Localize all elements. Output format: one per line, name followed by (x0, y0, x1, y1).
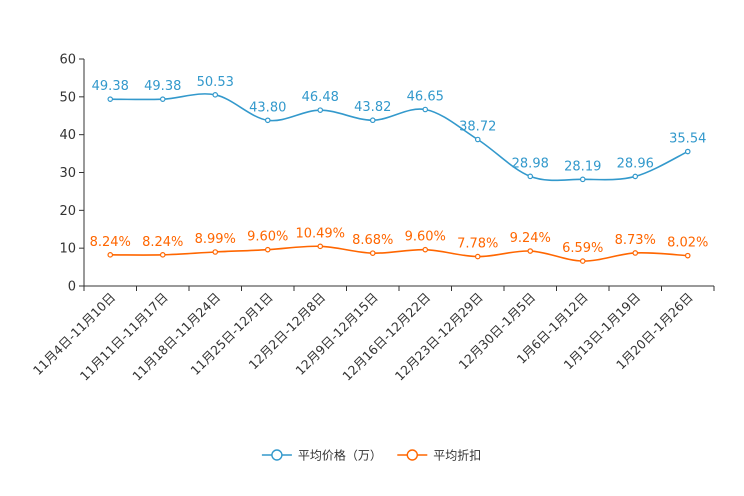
legend-item-2[interactable]: 平均折扣 (397, 448, 481, 463)
legend-label: 平均价格（万） (298, 448, 382, 463)
data-point[interactable] (159, 252, 166, 258)
data-labels: 49.38 49.38 50.53 43.80 46.48 43.82 46.65 38.72… (90, 75, 709, 256)
data-label: 6.59% (562, 241, 603, 256)
data-label: 8.68% (352, 233, 393, 248)
data-point[interactable] (369, 250, 376, 256)
data-label: 8.73% (615, 233, 656, 248)
x-tick-label: 12月16日-12月22日 (339, 290, 433, 384)
data-point[interactable] (632, 250, 639, 256)
series-line-1 (110, 93, 689, 182)
y-tick-label: 60 (59, 53, 76, 68)
y-tick-label: 50 (59, 90, 76, 105)
series-line-2 (110, 245, 688, 262)
data-point[interactable] (527, 173, 534, 180)
data-label: 28.98 (512, 156, 549, 171)
data-label: 8.02% (667, 236, 708, 251)
data-label: 43.80 (249, 100, 286, 115)
data-point[interactable] (212, 92, 219, 98)
data-label: 43.82 (354, 100, 391, 115)
data-label: 8.24% (142, 235, 183, 250)
x-tick-label: 11月11日-11月17日 (77, 290, 171, 384)
data-point[interactable] (684, 252, 691, 259)
data-point[interactable] (264, 117, 271, 124)
data-label: 50.53 (197, 75, 234, 90)
data-point[interactable] (317, 243, 324, 250)
legend-marker-icon (406, 449, 418, 461)
data-point[interactable] (422, 246, 429, 253)
data-point[interactable] (212, 249, 219, 255)
data-label: 35.54 (669, 132, 706, 147)
data-point[interactable] (527, 248, 534, 254)
data-label: 8.24% (90, 235, 131, 250)
data-point[interactable] (107, 96, 114, 102)
data-point[interactable] (159, 96, 166, 102)
data-point[interactable] (684, 148, 691, 155)
y-tick-label: 0 (68, 280, 76, 295)
x-tick-label: 11月18日-11月24日 (129, 290, 223, 384)
data-label: 28.19 (564, 159, 601, 174)
data-label: 8.99% (195, 232, 236, 247)
data-point[interactable] (369, 117, 376, 124)
data-label: 49.38 (92, 79, 129, 94)
data-label: 9.60% (247, 230, 288, 245)
data-label: 7.78% (457, 237, 498, 252)
legend-item-1[interactable]: 平均价格（万） (261, 448, 382, 463)
legend[interactable]: 平均价格（万） 平均折扣 (261, 448, 481, 463)
data-label: 10.49% (295, 226, 345, 241)
y-tick-label: 40 (59, 128, 76, 143)
series-points (107, 92, 691, 264)
legend-marker-icon (271, 449, 283, 461)
x-tick-label: 12月23日-12月29日 (392, 290, 486, 384)
data-point[interactable] (579, 176, 586, 183)
data-label: 28.96 (617, 156, 654, 171)
data-label: 49.38 (144, 79, 181, 94)
legend-label: 平均折扣 (433, 448, 481, 463)
data-point[interactable] (107, 252, 114, 258)
data-point[interactable] (474, 253, 481, 260)
data-point[interactable] (632, 173, 639, 180)
data-label: 9.60% (405, 230, 446, 245)
data-label: 9.24% (510, 231, 551, 246)
data-label: 46.48 (302, 90, 339, 105)
data-point[interactable] (474, 136, 481, 143)
data-point[interactable] (317, 107, 324, 113)
y-tick-label: 20 (59, 204, 76, 219)
y-tick-label: 30 (59, 166, 76, 181)
y-tick-label: 10 (59, 242, 76, 257)
data-point[interactable] (579, 258, 586, 264)
data-label: 46.65 (407, 90, 444, 105)
data-point[interactable] (264, 246, 271, 253)
data-label: 38.72 (459, 120, 496, 135)
series-lines (110, 93, 689, 262)
data-point[interactable] (422, 106, 429, 113)
